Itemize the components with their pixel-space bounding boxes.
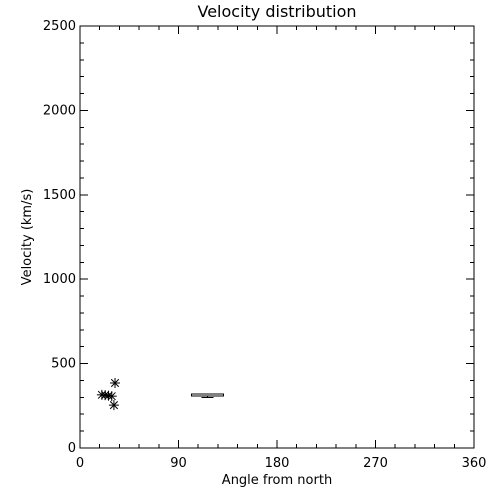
x-tick-label: 0 (76, 456, 84, 471)
x-tick-label: 180 (265, 456, 290, 471)
ticks-layer: 0 500 1000 1500 2000 2500 0 90 180 270 360 (43, 19, 487, 471)
y-tick-label: 1500 (43, 188, 76, 203)
x-axis-title: Angle from north (222, 473, 332, 488)
x-tick-label: 270 (363, 456, 388, 471)
marks-layer (96, 378, 224, 411)
data-point (106, 391, 117, 402)
plot-frame (79, 25, 475, 449)
y-tick-label: 2500 (43, 19, 76, 34)
asterisk-stroke (101, 391, 110, 400)
y-tick-label: 500 (51, 357, 76, 372)
data-point (110, 378, 121, 389)
asterisk-stroke (109, 401, 119, 410)
asterisk-stroke (110, 378, 120, 388)
chart-title: Velocity distribution (197, 2, 356, 21)
x-tick-label: 90 (170, 456, 187, 471)
asterisk-stroke (104, 391, 113, 400)
y-axis-title: Velocity (km/s) (20, 189, 35, 286)
x-tick-label: 360 (462, 456, 487, 471)
data-point (108, 400, 119, 411)
box-plot-box (191, 393, 224, 397)
y-tick-label: 1000 (43, 272, 76, 287)
y-tick-label: 2000 (43, 103, 76, 118)
asterisk-stroke (107, 392, 116, 401)
y-tick-label: 0 (68, 441, 76, 456)
